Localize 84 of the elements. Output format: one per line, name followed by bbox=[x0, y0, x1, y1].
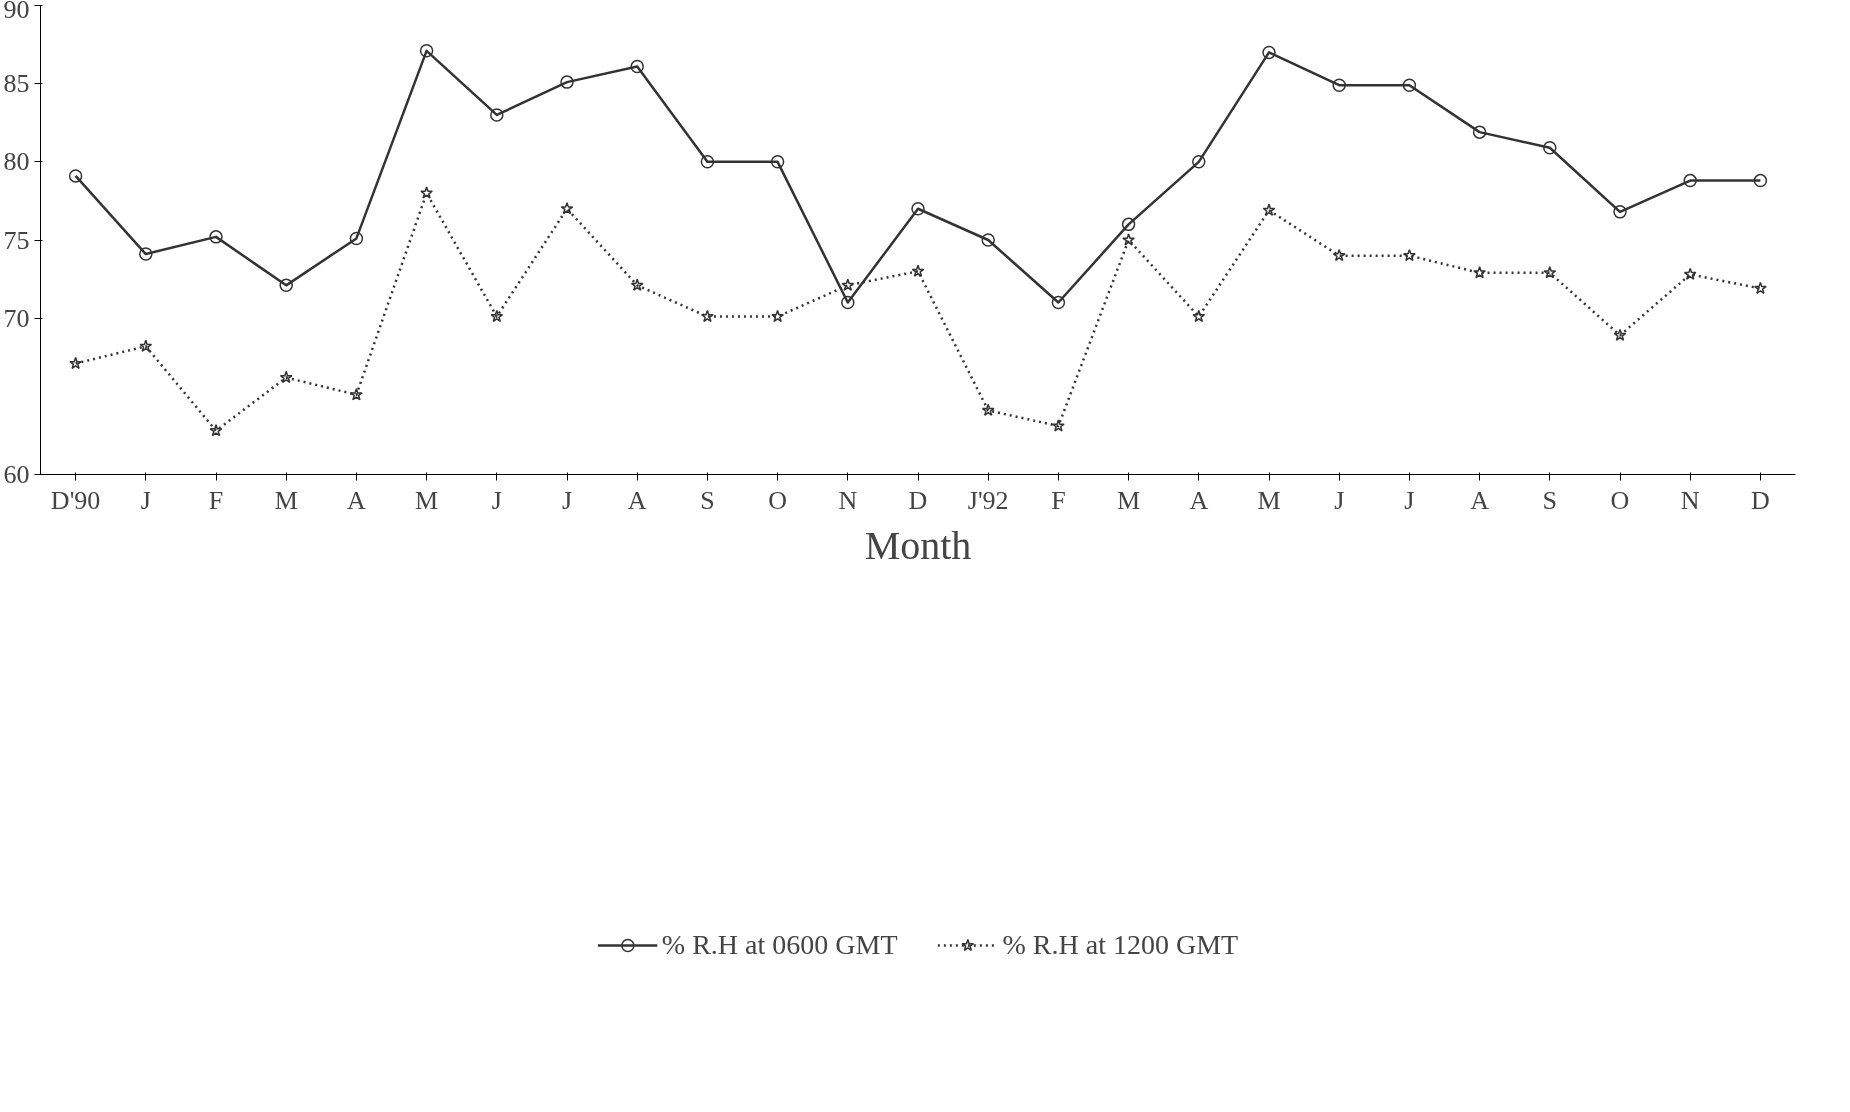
point bbox=[1262, 45, 1276, 60]
point bbox=[770, 155, 785, 169]
x-tick-label: A bbox=[627, 485, 647, 515]
point bbox=[490, 309, 504, 323]
point bbox=[1543, 266, 1557, 279]
point bbox=[209, 230, 223, 244]
point bbox=[419, 44, 434, 58]
point bbox=[279, 370, 293, 384]
point bbox=[841, 278, 855, 291]
point bbox=[630, 278, 644, 291]
point bbox=[69, 356, 83, 370]
point bbox=[1753, 281, 1767, 295]
point bbox=[1262, 203, 1276, 216]
point bbox=[1332, 248, 1346, 262]
y-tick-label: 70 bbox=[3, 303, 30, 333]
point bbox=[841, 295, 855, 310]
point bbox=[1122, 233, 1136, 246]
point bbox=[139, 339, 153, 352]
x-tick-label: J'92 bbox=[967, 485, 1009, 515]
point bbox=[1613, 205, 1627, 219]
point bbox=[1472, 125, 1487, 139]
y-tick-label: 90 bbox=[3, 0, 30, 24]
x-tick-label: A bbox=[1470, 485, 1490, 515]
point bbox=[1402, 78, 1417, 92]
point bbox=[700, 155, 715, 169]
point bbox=[981, 403, 995, 417]
x-tick-label: O bbox=[768, 485, 787, 515]
legend-label: % R.H at 0600 GMT bbox=[661, 928, 898, 961]
point bbox=[1332, 78, 1346, 92]
x-tick-label: M bbox=[274, 485, 298, 515]
x-tick-label: A bbox=[347, 485, 367, 515]
x-tick-label: J bbox=[1404, 485, 1415, 515]
x-tick-label: F bbox=[1051, 485, 1066, 515]
point bbox=[700, 309, 714, 323]
x-tick-label: J bbox=[561, 485, 573, 515]
point bbox=[560, 75, 574, 89]
x-tick-label: S bbox=[700, 485, 715, 515]
x-tick-label: F bbox=[208, 485, 224, 515]
x-tick-label: J bbox=[1334, 485, 1345, 515]
point bbox=[1613, 328, 1627, 341]
point bbox=[981, 233, 995, 247]
point bbox=[630, 59, 644, 74]
x-tick-label: D'90 bbox=[50, 485, 101, 515]
point bbox=[1473, 266, 1487, 279]
x-tick-label: N bbox=[838, 485, 858, 515]
point bbox=[1753, 173, 1768, 188]
point bbox=[209, 423, 223, 437]
x-axis-title: Month bbox=[864, 522, 972, 568]
point bbox=[279, 278, 293, 293]
point bbox=[1051, 295, 1066, 310]
point bbox=[1683, 267, 1697, 280]
point bbox=[420, 186, 434, 199]
x-tick-label: J bbox=[140, 485, 151, 515]
point bbox=[349, 388, 363, 401]
point bbox=[490, 108, 504, 122]
point bbox=[771, 309, 785, 323]
point bbox=[1543, 141, 1557, 155]
x-tick-label: J bbox=[491, 485, 502, 515]
x-tick-label: M bbox=[1257, 485, 1281, 515]
point bbox=[1051, 419, 1065, 432]
x-tick-label: M bbox=[415, 485, 439, 515]
x-tick-label: M bbox=[1117, 485, 1141, 515]
x-tick-label: A bbox=[1189, 485, 1209, 515]
point bbox=[911, 202, 925, 216]
x-tick-label: S bbox=[1542, 485, 1558, 515]
point bbox=[1192, 309, 1206, 323]
point bbox=[1121, 217, 1136, 232]
point bbox=[68, 169, 83, 183]
y-tick-label: 60 bbox=[3, 460, 30, 489]
legend-label: % R.H at 1200 GMT bbox=[1002, 928, 1239, 961]
point bbox=[1402, 248, 1416, 262]
point bbox=[1683, 173, 1697, 188]
y-tick-label: 85 bbox=[3, 69, 30, 99]
x-tick-label: D bbox=[908, 485, 928, 515]
x-tick-label: N bbox=[1680, 485, 1700, 515]
point bbox=[1192, 155, 1206, 169]
x-tick-label: O bbox=[1610, 485, 1630, 515]
y-tick-label: 80 bbox=[3, 147, 30, 177]
point bbox=[139, 247, 153, 261]
y-tick-label: 75 bbox=[3, 225, 30, 255]
x-tick-label: D bbox=[1751, 485, 1770, 515]
point bbox=[349, 231, 364, 246]
point bbox=[911, 264, 925, 277]
point bbox=[560, 201, 574, 215]
